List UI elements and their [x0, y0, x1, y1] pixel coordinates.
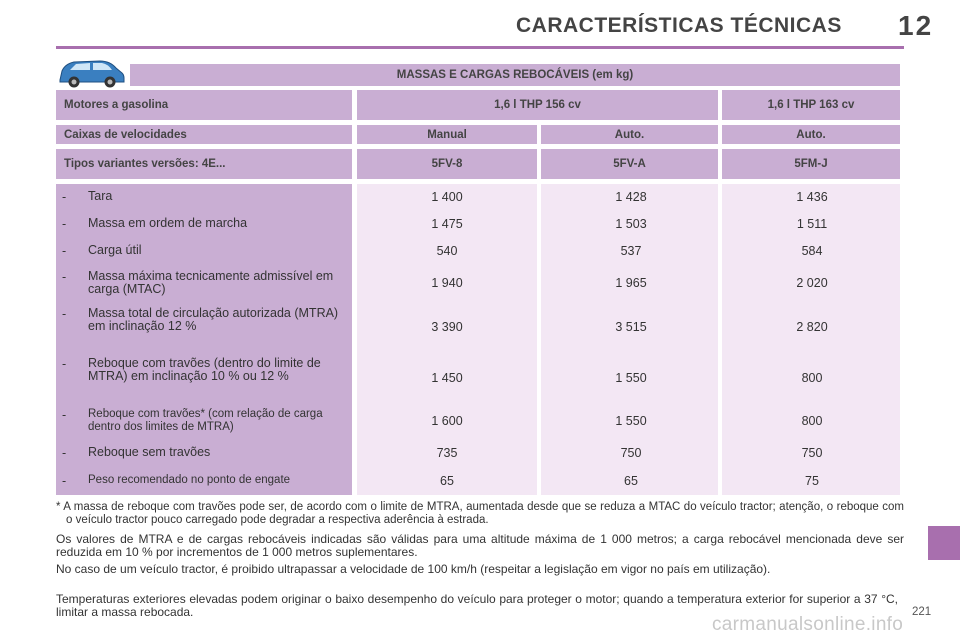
row-value: 2 820	[796, 320, 828, 334]
engine-a: 1,6 l THP 156 cv	[357, 90, 718, 120]
row-value: 75	[805, 474, 819, 488]
row-value: 800	[801, 371, 823, 385]
row-value: 1 436	[796, 190, 828, 204]
row-value: 65	[440, 474, 454, 488]
variant-2: 5FV-A	[541, 149, 718, 179]
row-label: Massa total de circulação autorizada (MT…	[88, 306, 339, 333]
row-label: Carga útil	[88, 243, 142, 257]
row-value: 65	[624, 474, 638, 488]
header-divider	[56, 46, 904, 49]
row-dash: -	[62, 244, 67, 258]
row-value: 1 600	[431, 414, 463, 428]
engine-b: 1,6 l THP 163 cv	[722, 90, 900, 120]
row-value: 540	[436, 244, 458, 258]
row-label: Reboque com travões* (com relação de car…	[88, 408, 323, 433]
row-dash: -	[62, 217, 67, 231]
row-value: 1 940	[431, 276, 463, 290]
row-value: 1 503	[615, 217, 647, 231]
gearbox-1: Manual	[357, 125, 537, 144]
row-dash: -	[62, 307, 67, 321]
gearbox-row: Caixas de velocidades Manual Auto. Auto.	[56, 125, 900, 144]
value-column-1	[357, 184, 537, 495]
row-dash: -	[62, 446, 67, 460]
page-number: 221	[912, 606, 932, 618]
row-label: Massa máxima tecnicamente admissível em …	[88, 269, 334, 296]
row-value: 800	[801, 414, 823, 428]
row-value: 750	[801, 446, 823, 460]
chapter-number: 12	[898, 10, 934, 41]
gearbox-2: Auto.	[541, 125, 718, 144]
row-dash: -	[62, 270, 67, 284]
row-value: 584	[801, 244, 823, 258]
row-label: Tara	[88, 189, 113, 203]
row-value: 3 390	[431, 320, 463, 334]
gearbox-label: Caixas de velocidades	[56, 125, 352, 144]
table-body: - Tara 1 400 1 428 1 436 - Massa em orde…	[56, 184, 900, 495]
row-value: 1 550	[615, 371, 647, 385]
note-paragraph-2: No caso de um veículo tractor, é proibid…	[56, 562, 771, 576]
value-column-3	[722, 184, 900, 495]
value-column-2	[541, 184, 718, 495]
row-dash: -	[62, 408, 67, 422]
row-value: 3 515	[615, 320, 647, 334]
row-value: 1 475	[431, 217, 463, 231]
row-value: 1 550	[615, 414, 647, 428]
row-dash: -	[62, 474, 67, 488]
row-dash: -	[62, 357, 67, 371]
gearbox-3: Auto.	[722, 125, 900, 144]
row-label: Peso recomendado no ponto de engate	[88, 474, 291, 486]
row-value: 1 965	[615, 276, 647, 290]
note-paragraph-1: Os valores de MTRA e de cargas rebocávei…	[56, 532, 904, 559]
row-label: Massa em ordem de marcha	[88, 216, 248, 230]
variants-label: Tipos variantes versões: 4E...	[56, 149, 352, 179]
car-icon	[59, 60, 125, 88]
label-column	[56, 184, 352, 495]
note-paragraph-3: Temperaturas exteriores elevadas podem o…	[56, 592, 898, 619]
variant-1: 5FV-8	[357, 149, 537, 179]
watermark: carmanualsonline.info	[712, 614, 904, 635]
page-title: CARACTERÍSTICAS TÉCNICAS	[516, 14, 842, 37]
variant-3: 5FM-J	[722, 149, 900, 179]
footnote-asterisk: * A massa de reboque com travões pode se…	[56, 501, 904, 526]
row-value: 735	[436, 446, 458, 460]
row-label: Reboque sem travões	[88, 445, 211, 459]
row-dash: -	[62, 190, 67, 204]
variants-row: Tipos variantes versões: 4E... 5FV-8 5FV…	[56, 149, 900, 179]
engines-row: Motores a gasolina 1,6 l THP 156 cv 1,6 …	[56, 90, 900, 120]
row-value: 750	[620, 446, 642, 460]
table-title: MASSAS E CARGAS REBOCÁVEIS (em kg)	[130, 64, 900, 86]
row-value: 1 400	[431, 190, 463, 204]
row-value: 2 020	[796, 276, 828, 290]
row-value: 537	[620, 244, 642, 258]
row-label: Reboque com travões (dentro do limite de…	[88, 356, 321, 383]
row-value: 1 428	[615, 190, 647, 204]
row-value: 1 511	[796, 217, 828, 231]
engines-label: Motores a gasolina	[56, 90, 352, 120]
row-value: 1 450	[431, 371, 463, 385]
chapter-tab-marker	[928, 526, 960, 560]
